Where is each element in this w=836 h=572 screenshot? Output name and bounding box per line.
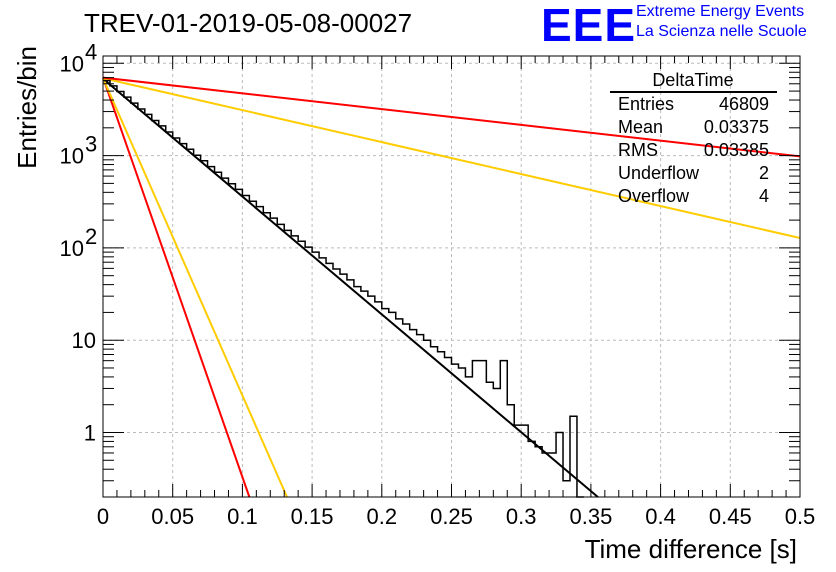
eee-logo-line2: La Scienza nelle Scuole	[636, 23, 807, 40]
x-axis-title: Time difference [s]	[585, 534, 797, 564]
x-tick-label: 0.4	[645, 504, 676, 529]
fit-curves	[102, 76, 801, 498]
stats-label: Underflow	[618, 163, 700, 183]
x-tick-label: 0.3	[506, 504, 537, 529]
stats-label: RMS	[618, 140, 658, 160]
stats-label: Overflow	[618, 186, 690, 206]
y-axis-title: Entries/bin	[12, 46, 42, 169]
x-tick-label: 0.25	[430, 504, 473, 529]
x-tick-label: 0	[97, 504, 109, 529]
fit-curve	[102, 76, 801, 158]
stats-value: 4	[759, 186, 769, 206]
stats-label: Entries	[618, 94, 674, 114]
histogram-outline	[103, 79, 584, 498]
fit-curve	[102, 78, 599, 498]
x-tick-label: 0.05	[151, 504, 194, 529]
y-tick-exponent: 4	[85, 39, 97, 64]
histogram-title: TREV-01-2019-05-08-00027	[84, 8, 413, 38]
fit-curve	[102, 77, 251, 498]
fit-curve	[102, 77, 288, 498]
y-tick-label: 1	[84, 420, 96, 445]
histogram-bars	[103, 79, 584, 498]
x-tick-label: 0.5	[785, 504, 816, 529]
y-tick-exponent: 2	[85, 224, 97, 249]
y-tick-label: 10	[60, 236, 84, 261]
x-tick-label: 0.15	[291, 504, 334, 529]
grid-lines	[103, 56, 800, 497]
x-tick-label: 0.1	[227, 504, 258, 529]
x-tick-label: 0.45	[709, 504, 752, 529]
y-tick-label: 10	[72, 328, 96, 353]
y-tick-label: 10	[60, 144, 84, 169]
x-tick-label: 0.2	[367, 504, 398, 529]
eee-logo: EEE	[541, 0, 637, 51]
stats-label: Mean	[618, 117, 663, 137]
stats-box-title: DeltaTime	[652, 70, 733, 90]
y-tick-label: 10	[60, 51, 84, 76]
axes: 0 0.05 0.1 0.15 0.2 0.25 0.3 0.35 0.4 0.45 0.5 1 10 1…	[60, 39, 816, 529]
stats-value: 0.03385	[704, 140, 769, 160]
x-tick-label: 0.35	[569, 504, 612, 529]
eee-logo-line1: Extreme Energy Events	[636, 3, 805, 20]
fit-curve	[102, 77, 801, 239]
stats-value: 0.03375	[704, 117, 769, 137]
y-tick-exponent: 3	[85, 132, 97, 157]
stats-value: 2	[759, 163, 769, 183]
stats-value: 46809	[719, 94, 769, 114]
stats-box: DeltaTime Entries 46809 Mean 0.03375 RMS…	[610, 70, 777, 206]
